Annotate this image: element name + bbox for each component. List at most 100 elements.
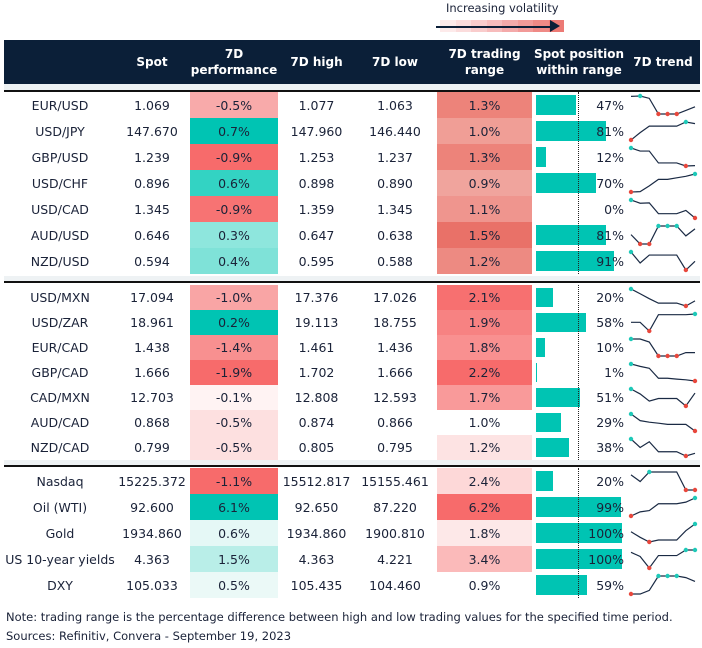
table-row: Gold 1934.860 0.6% 1934.860 1900.810 1.8% 100% xyxy=(4,520,700,546)
cell-spot: 92.600 xyxy=(130,499,174,515)
cell-low: 0.638 xyxy=(377,227,413,243)
cell-range: 1.2% xyxy=(437,248,532,274)
cell-high: 1.253 xyxy=(298,149,335,165)
cell-low: 1.237 xyxy=(377,149,413,165)
trend-line xyxy=(630,121,696,141)
trend-high-marker xyxy=(628,336,634,342)
position-label: 58% xyxy=(596,315,624,330)
cell-high: 1.702 xyxy=(298,365,335,380)
table-row: US 10-year yields 4.363 1.5% 4.363 4.221 3.4%… xyxy=(4,546,700,572)
cell-range: 2.4% xyxy=(437,468,532,494)
trend-high-marker xyxy=(692,495,698,501)
trend-line xyxy=(630,363,696,382)
cell-perf: -0.5% xyxy=(190,92,278,118)
position-label: 70% xyxy=(596,175,624,191)
position-label: 12% xyxy=(596,149,624,165)
cell-spot: 105.033 xyxy=(126,577,178,593)
cell-name: USD/CAD xyxy=(31,201,89,217)
trend-sparkline xyxy=(628,286,696,309)
table-row: USD/MXN 17.094 -1.0% 17.376 17.026 2.1% 20% xyxy=(4,285,700,310)
trend-high-marker xyxy=(683,547,689,553)
position-bar xyxy=(536,288,554,307)
midpoint-line xyxy=(578,92,579,274)
group-separator xyxy=(4,84,700,92)
header-performance-line1: 7D xyxy=(224,47,244,61)
trend-low-marker xyxy=(692,428,698,434)
table-row: EUR/USD 1.069 -0.5% 1.077 1.063 1.3% 47% xyxy=(4,92,700,118)
position-label: 100% xyxy=(588,551,624,567)
position-label: 59% xyxy=(596,577,624,593)
trend-high-marker xyxy=(637,93,643,99)
cell-low: 15155.461 xyxy=(361,473,429,489)
trend-low-marker xyxy=(683,303,689,309)
table-row: USD/JPY 147.670 0.7% 147.960 146.440 1.0% 81% xyxy=(4,118,700,144)
trend-low-marker xyxy=(656,353,661,359)
trend-line xyxy=(630,471,695,491)
arrow-right-icon xyxy=(550,20,560,32)
header-spot: Spot xyxy=(136,55,168,69)
trend-low-marker xyxy=(683,453,689,459)
position-bar xyxy=(536,523,622,543)
cell-perf: -1.9% xyxy=(190,360,278,385)
trend-sparkline xyxy=(630,223,696,247)
position-label: 20% xyxy=(596,473,624,489)
cell-name: EUR/CAD xyxy=(31,340,89,355)
cell-perf: -0.1% xyxy=(190,385,278,410)
trend-low-marker xyxy=(674,111,679,117)
cell-spot: 4.363 xyxy=(134,551,170,567)
cell-high: 1.461 xyxy=(298,340,335,355)
cell-spot: 1.345 xyxy=(134,201,170,217)
trend-high-marker xyxy=(683,119,689,125)
cell-perf: -0.9% xyxy=(190,196,278,222)
cell-range: 1.9% xyxy=(437,310,532,335)
trend-line xyxy=(630,251,696,271)
cell-range: 3.4% xyxy=(437,546,532,572)
cell-low: 104.460 xyxy=(369,577,421,593)
table-row: USD/CHF 0.896 0.6% 0.898 0.890 0.9% 70% xyxy=(4,170,700,196)
trend-high-marker xyxy=(628,249,634,255)
trend-low-marker xyxy=(692,215,698,221)
position-label: 38% xyxy=(596,440,624,455)
cell-range: 1.1% xyxy=(437,196,532,222)
position-bar xyxy=(536,438,569,457)
position-bar xyxy=(536,121,606,141)
trend-sparkline xyxy=(628,249,696,273)
table-row: GBP/USD 1.239 -0.9% 1.253 1.237 1.3% 12% xyxy=(4,144,700,170)
cell-high: 1.077 xyxy=(298,97,335,113)
position-label: 99% xyxy=(596,499,624,515)
trend-line xyxy=(630,388,696,407)
cell-low: 1.436 xyxy=(377,340,413,355)
trend-sparkline xyxy=(628,573,696,597)
header-performance: 7D performance xyxy=(190,40,278,84)
group-separator xyxy=(4,460,700,467)
trend-sparkline xyxy=(628,386,696,409)
trend-low-marker xyxy=(665,353,670,359)
cell-low: 1.063 xyxy=(377,97,413,113)
trend-low-marker xyxy=(647,241,652,247)
trend-high-marker xyxy=(665,223,670,229)
group-separator xyxy=(4,276,700,283)
trend-low-marker xyxy=(656,111,661,117)
cell-spot: 1.069 xyxy=(134,97,170,113)
trend-low-marker xyxy=(628,591,634,597)
cell-range: 2.2% xyxy=(437,360,532,385)
cell-name: GBP/USD xyxy=(31,149,89,165)
cell-name: CAD/MXN xyxy=(30,390,90,405)
trend-low-marker xyxy=(647,565,652,571)
trend-sparkline xyxy=(628,197,698,221)
trend-low-marker xyxy=(683,487,689,493)
header-performance-line2: performance xyxy=(190,63,278,77)
cell-range: 1.8% xyxy=(437,520,532,546)
cell-low: 17.026 xyxy=(373,290,417,305)
trend-low-marker xyxy=(647,328,652,334)
header-high: 7D high xyxy=(290,55,343,69)
cell-low: 1900.810 xyxy=(365,525,425,541)
trend-line xyxy=(630,549,695,569)
table-row: DXY 105.033 0.5% 105.435 104.460 0.9% 59% xyxy=(4,572,700,598)
cell-high: 0.874 xyxy=(298,415,335,430)
trend-low-marker xyxy=(628,513,634,519)
trend-high-marker xyxy=(656,223,661,229)
trend-line xyxy=(630,288,696,307)
trend-low-marker xyxy=(683,163,689,169)
cell-high: 19.113 xyxy=(294,315,339,330)
